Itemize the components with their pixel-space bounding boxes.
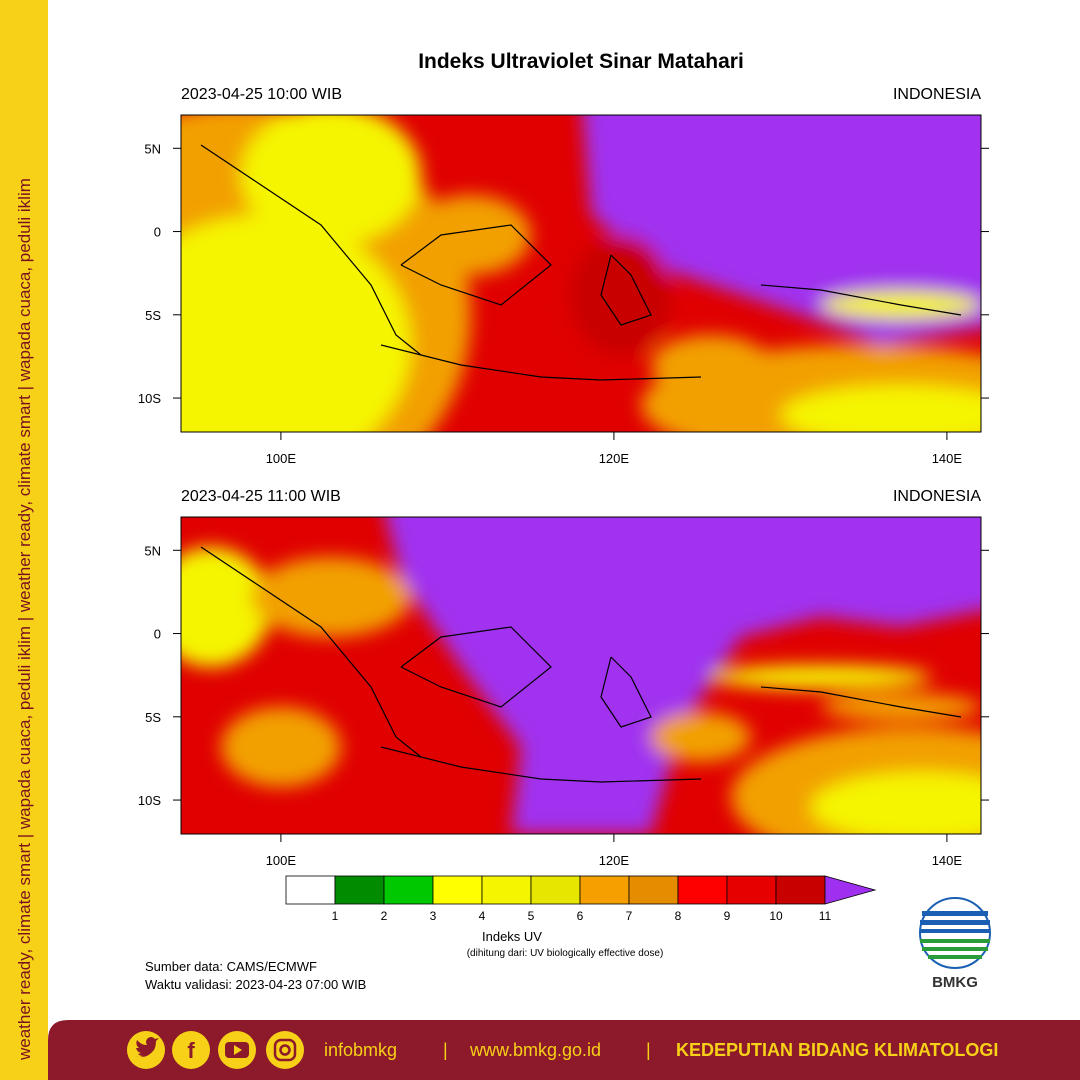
footer-separator: | [443,1040,448,1060]
colorbar-tick-label: 1 [332,909,339,923]
colorbar-tick-label: 3 [430,909,437,923]
colorbar-box [285,875,336,905]
colorbar-box [579,875,630,905]
colorbar-tick-label: 4 [479,909,486,923]
colorbar-tick-label: 7 [626,909,633,923]
footer-handle: infobmkg [324,1040,397,1060]
social-icons: f [127,1031,304,1069]
validity: Waktu validasi: 2023-04-23 07:00 WIB [145,977,366,992]
colorbar-tick-label: 9 [724,909,731,923]
colorbar-box [726,875,777,905]
map-panel [180,114,982,433]
lat-label: 5N [144,543,161,558]
sidebar-text: weather ready, climate smart | wapada cu… [15,178,34,1061]
lon-label: 120E [599,853,630,868]
colorbar-tick-label: 10 [769,909,783,923]
lat-label: 0 [154,627,161,642]
lon-label: 100E [266,451,297,466]
footer-separator: | [646,1040,651,1060]
source: Sumber data: CAMS/ECMWF [145,959,317,974]
panel-region: INDONESIA [893,86,981,103]
footer-url[interactable]: www.bmkg.go.id [469,1040,601,1060]
colorbar-tick-label: 2 [381,909,388,923]
lon-label: 140E [932,853,963,868]
lat-label: 5N [144,141,161,156]
colorbar-box [334,875,385,905]
colorbar-tick-label: 5 [528,909,535,923]
lat-label: 10S [138,391,161,406]
title: Indeks Ultraviolet Sinar Matahari [418,50,744,73]
footer-band [48,1020,1080,1080]
colorbar-tick-label: 6 [577,909,584,923]
colorbar-tick-label: 8 [675,909,682,923]
lon-label: 140E [932,451,963,466]
colorbar-arrow [824,875,877,905]
panel-time: 2023-04-25 11:00 WIB [181,488,341,505]
sidebar [0,0,48,1080]
svg-text:f: f [187,1038,195,1063]
panel-time: 2023-04-25 10:00 WIB [181,86,342,103]
panel-region: INDONESIA [893,488,981,505]
colorbar-box [628,875,679,905]
instagram-icon[interactable] [266,1031,304,1069]
logo-text: BMKG [932,974,978,991]
colorbar-box [481,875,532,905]
map-panel [180,516,982,835]
lat-label: 5S [145,308,161,323]
colorbar-box [383,875,434,905]
lat-label: 10S [138,793,161,808]
footer-org: KEDEPUTIAN BIDANG KLIMATOLOGI [676,1040,998,1060]
lat-label: 5S [145,710,161,725]
colorbar-box [432,875,483,905]
colorbar-box [530,875,581,905]
colorbar-box [775,875,826,905]
lon-label: 120E [599,451,630,466]
colorbar-label: Indeks UV [482,929,542,944]
lat-label: 0 [154,225,161,240]
colorbar-note: (dihitung dari: UV biologically effectiv… [467,948,664,959]
lon-label: 100E [266,853,297,868]
facebook-icon[interactable] [172,1031,210,1069]
colorbar-box [677,875,728,905]
colorbar-tick-label: 11 [819,909,832,923]
logo: BMKG [919,897,991,991]
